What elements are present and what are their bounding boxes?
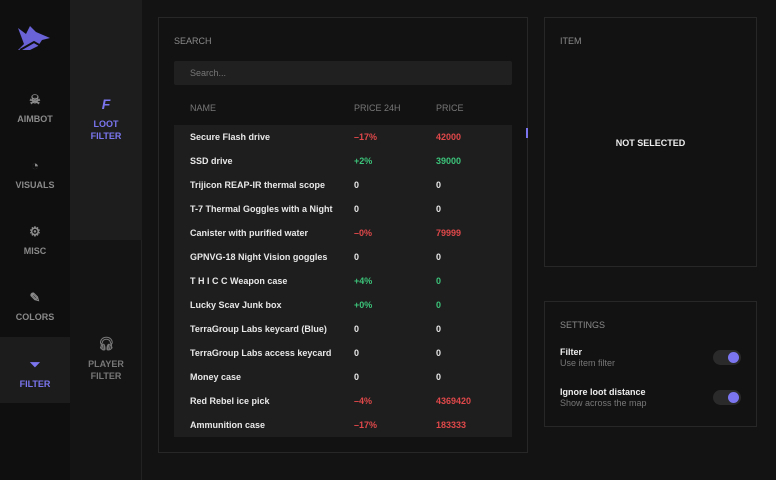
nav-label: COLORS bbox=[15, 312, 55, 322]
filter-toggle[interactable] bbox=[713, 350, 741, 365]
cell-name: Ammunition case bbox=[190, 420, 266, 430]
table-row[interactable]: T H I C C Weapon case +4% 0 bbox=[174, 269, 512, 293]
cell-price: 0 bbox=[436, 324, 442, 334]
cell-price: 0 bbox=[436, 276, 442, 286]
setting-desc: Show across the map bbox=[560, 398, 647, 408]
cell-name: GPNVG-18 Night Vision goggles bbox=[190, 252, 328, 262]
cell-price-24h: 0 bbox=[354, 252, 360, 262]
cell-price-24h: 0 bbox=[354, 204, 360, 214]
cell-price-24h: –17% bbox=[354, 420, 378, 430]
scrollbar[interactable] bbox=[526, 128, 528, 138]
table-row[interactable]: Secure Flash drive –17% 42000 bbox=[174, 125, 512, 149]
visuals-icon: ◔ bbox=[31, 158, 39, 173]
search-input[interactable] bbox=[174, 61, 512, 85]
panel-title: SETTINGS bbox=[560, 320, 606, 330]
table-row[interactable]: Trijicon REAP-IR thermal scope 0 0 bbox=[174, 173, 512, 197]
table-row[interactable]: Money case 0 0 bbox=[174, 365, 512, 389]
table-row[interactable]: Ammunition case –17% 183333 bbox=[174, 413, 512, 437]
panel-title: ITEM bbox=[560, 36, 582, 46]
cell-price-24h: –17% bbox=[354, 132, 378, 142]
eyedropper-icon: ✎ bbox=[29, 290, 41, 305]
column-header-name[interactable]: NAME bbox=[190, 103, 217, 113]
cell-name: Secure Flash drive bbox=[190, 132, 271, 142]
cell-name: Money case bbox=[190, 372, 242, 382]
column-header-price-24h[interactable]: PRICE 24H bbox=[354, 103, 401, 113]
cell-name: Lucky Scav Junk box bbox=[190, 300, 282, 310]
sub-nav: F LOOT FILTER 🎧︎ PLAYER FILTER bbox=[70, 0, 142, 480]
cell-name: T-7 Thermal Goggles with a Night bbox=[190, 204, 333, 214]
cell-price-24h: –0% bbox=[354, 228, 373, 238]
cell-price: 0 bbox=[436, 180, 442, 190]
setting-label: Ignore loot distance bbox=[560, 387, 646, 397]
loot-icon: F bbox=[101, 96, 111, 112]
column-header-price[interactable]: PRICE bbox=[436, 103, 464, 113]
cell-price: 4369420 bbox=[436, 396, 472, 406]
cell-price-24h: –4% bbox=[354, 396, 373, 406]
funnel-icon: ⏷ bbox=[29, 357, 41, 372]
cell-price: 79999 bbox=[436, 228, 462, 238]
wolf-logo-icon bbox=[18, 26, 50, 51]
nav-label: MISC bbox=[23, 246, 47, 256]
cell-name: TerraGroup Labs access keycard bbox=[190, 348, 332, 358]
nav-colors[interactable]: ✎ COLORS bbox=[0, 270, 70, 336]
cell-price: 0 bbox=[436, 348, 442, 358]
table-row[interactable]: TerraGroup Labs access keycard 0 0 bbox=[174, 341, 512, 365]
cell-name: Canister with purified water bbox=[190, 228, 309, 238]
ignore-loot-distance-toggle[interactable] bbox=[713, 390, 741, 405]
cell-price-24h: 0 bbox=[354, 348, 360, 358]
nav-label: FILTER bbox=[19, 379, 51, 389]
table-row[interactable]: SSD drive +2% 39000 bbox=[174, 149, 512, 173]
skull-icon: ☠ bbox=[29, 92, 41, 107]
settings-panel: SETTINGS Filter Use item filter Ignore lo… bbox=[544, 301, 757, 427]
table-row[interactable]: Lucky Scav Junk box +0% 0 bbox=[174, 293, 512, 317]
cell-price-24h: +0% bbox=[354, 300, 373, 310]
panel-title: SEARCH bbox=[174, 36, 212, 46]
cell-name: SSD drive bbox=[190, 156, 233, 166]
cell-price: 183333 bbox=[436, 420, 467, 430]
headphones-icon: 🎧︎ bbox=[97, 336, 115, 351]
table-row[interactable]: Canister with purified water –0% 79999 bbox=[174, 221, 512, 245]
table-row[interactable]: T-7 Thermal Goggles with a Night 0 0 bbox=[174, 197, 512, 221]
subnav-loot-filter[interactable]: F LOOT FILTER bbox=[70, 0, 142, 240]
cell-name: Red Rebel ice pick bbox=[190, 396, 270, 406]
subnav-label: PLAYER bbox=[88, 359, 124, 369]
cell-name: TerraGroup Labs keycard (Blue) bbox=[190, 324, 327, 334]
cell-price: 0 bbox=[436, 252, 442, 262]
subnav-label: FILTER bbox=[90, 371, 122, 381]
cell-price: 0 bbox=[436, 300, 442, 310]
cell-name: T H I C C Weapon case bbox=[190, 276, 288, 286]
nav-filter[interactable]: ⏷ FILTER bbox=[0, 337, 70, 403]
item-table: Secure Flash drive –17% 42000 SSD drive +2% 3… bbox=[174, 125, 512, 437]
setting-label: Filter bbox=[560, 347, 583, 357]
table-row[interactable]: Red Rebel ice pick –4% 4369420 bbox=[174, 389, 512, 413]
cell-price-24h: 0 bbox=[354, 180, 360, 190]
setting-ignore-loot-distance: Ignore loot distance Show across the map bbox=[560, 387, 647, 408]
cell-price-24h: +2% bbox=[354, 156, 373, 166]
cell-name: Trijicon REAP-IR thermal scope bbox=[190, 180, 326, 190]
subnav-label: LOOT bbox=[93, 119, 119, 129]
cell-price: 39000 bbox=[436, 156, 462, 166]
setting-desc: Use item filter bbox=[560, 358, 616, 368]
cell-price: 42000 bbox=[436, 132, 462, 142]
cell-price-24h: 0 bbox=[354, 324, 360, 334]
nav-visuals[interactable]: ◔ VISUALS bbox=[0, 138, 70, 204]
subnav-player-filter[interactable]: 🎧︎ PLAYER FILTER bbox=[70, 240, 142, 480]
cell-price-24h: +4% bbox=[354, 276, 373, 286]
item-panel: ITEM NOT SELECTED bbox=[544, 17, 757, 267]
nav-label: AIMBOT bbox=[17, 114, 53, 124]
nav-aimbot[interactable]: ☠ AIMBOT bbox=[0, 72, 70, 138]
subnav-label: FILTER bbox=[90, 131, 122, 141]
table-row[interactable]: GPNVG-18 Night Vision goggles 0 0 bbox=[174, 245, 512, 269]
cell-price-24h: 0 bbox=[354, 372, 360, 382]
gear-icon: ⚙ bbox=[29, 224, 41, 239]
nav-label: VISUALS bbox=[15, 180, 55, 190]
not-selected-text: NOT SELECTED bbox=[615, 138, 686, 148]
table-row[interactable]: TerraGroup Labs keycard (Blue) 0 0 bbox=[174, 317, 512, 341]
nav-misc[interactable]: ⚙ MISC bbox=[0, 204, 70, 270]
main-nav: ☠ AIMBOT ◔ VISUALS ⚙ MISC ✎ COLORS ⏷ FILTER bbox=[0, 0, 70, 480]
search-panel: SEARCH NAME PRICE 24H PRICE Secure Flash… bbox=[158, 17, 528, 453]
cell-price: 0 bbox=[436, 372, 442, 382]
setting-filter: Filter Use item filter bbox=[560, 347, 615, 368]
cell-price: 0 bbox=[436, 204, 442, 214]
